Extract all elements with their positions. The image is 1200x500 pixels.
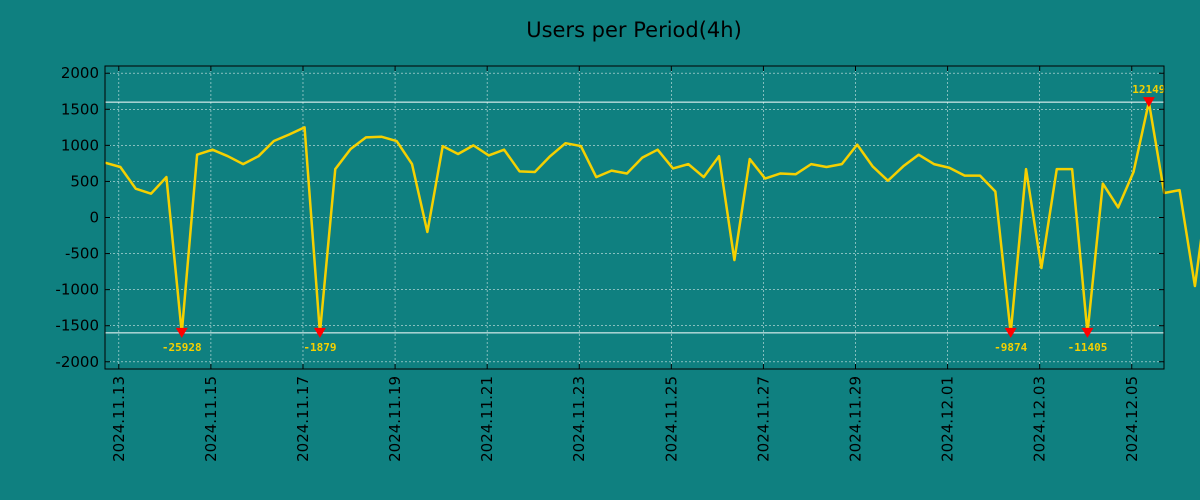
x-tick-label: 2024.12.01 [939, 376, 957, 462]
y-tick-label: 2000 [61, 64, 99, 82]
y-tick-label: 1500 [61, 100, 99, 118]
marker-label: -1879 [303, 341, 336, 354]
x-tick-label: 2024.11.21 [478, 376, 496, 462]
marker-triangle [1142, 97, 1155, 108]
x-tick-label: 2024.11.15 [202, 376, 220, 462]
x-tick-label: 2024.11.29 [847, 376, 865, 462]
y-tick-label: 500 [70, 172, 99, 190]
y-tick-label: -1500 [55, 317, 99, 335]
x-tick-label: 2024.12.05 [1123, 376, 1141, 462]
marker-label: -9874 [994, 341, 1027, 354]
x-tick-label: 2024.11.19 [386, 376, 404, 462]
marker-label: -25928 [162, 341, 202, 354]
x-tick-label: 2024.11.13 [110, 376, 128, 462]
y-tick-label: -1000 [55, 281, 99, 299]
threshold-lines [105, 101, 1164, 334]
x-tick-label: 2024.11.17 [294, 376, 312, 462]
x-tick-label: 2024.11.27 [754, 376, 772, 462]
y-tick-label: -500 [65, 245, 99, 263]
y-tick-label: -2000 [55, 353, 99, 371]
marker-triangle [175, 327, 188, 338]
axis-labels: 2000 1500 1000 500 0 -500 -1000 -1500 -2000 2024.… [55, 64, 1164, 462]
series-line [104, 100, 1200, 335]
x-tick-label: 2024.12.03 [1031, 376, 1049, 462]
series-layer [104, 100, 1200, 335]
marker-triangle [1081, 327, 1094, 338]
marker-label: -11405 [1068, 341, 1108, 354]
chart-title: Users per Period(4h) [526, 18, 742, 42]
y-tick-label: 0 [89, 209, 99, 227]
marker-label: 12149 [1132, 83, 1165, 96]
x-tick-label: 2024.11.23 [570, 376, 588, 462]
x-tick-label: 2024.11.25 [662, 376, 680, 462]
marker-layer: -25928 -1879 -9874 -11405 12149 [162, 83, 1166, 354]
y-tick-label: 1000 [61, 136, 99, 154]
grid [105, 66, 1164, 369]
marker-triangle [313, 327, 326, 338]
marker-triangle [1004, 327, 1017, 338]
